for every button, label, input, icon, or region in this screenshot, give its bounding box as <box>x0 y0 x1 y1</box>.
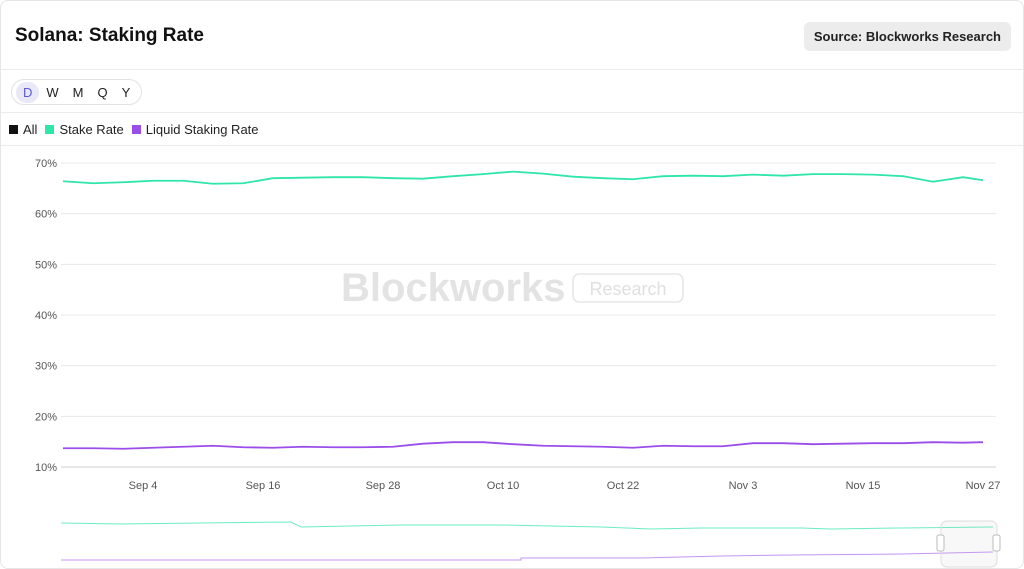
header: Solana: Staking Rate Source: Blockworks … <box>1 1 1023 70</box>
y-tick-label: 20% <box>35 411 57 423</box>
x-tick-label: Oct 10 <box>487 480 519 492</box>
legend-swatch <box>131 125 141 134</box>
period-selector: D W M Q Y <box>11 79 143 105</box>
x-tick-label: Sep 4 <box>129 480 158 492</box>
legend-all[interactable]: All <box>9 122 37 137</box>
legend-label: All <box>23 122 38 137</box>
divider <box>1 112 1023 113</box>
period-d[interactable]: D <box>16 81 40 103</box>
legend-label: Stake Rate <box>59 122 124 137</box>
y-tick-label: 70% <box>35 158 57 170</box>
period-q[interactable]: Q <box>97 84 108 100</box>
navigator-liquid-line <box>61 551 994 561</box>
y-tick-label: 50% <box>35 259 57 271</box>
navigator-handle-right[interactable] <box>992 534 1001 552</box>
y-tick-label: 30% <box>35 361 57 373</box>
series-line-stake-rate <box>62 170 984 185</box>
series-line-liquid-staking-rate <box>63 441 984 450</box>
navigator-window <box>940 520 998 568</box>
y-tick-label: 40% <box>35 310 57 322</box>
x-tick-label: Nov 3 <box>729 480 758 492</box>
period-m[interactable]: M <box>72 84 84 100</box>
divider <box>1 145 1023 146</box>
period-y[interactable]: Y <box>121 84 131 100</box>
y-tick-label: 60% <box>35 209 57 221</box>
legend: All Stake Rate Liquid Staking Rate <box>9 122 259 137</box>
navigator-handle-left[interactable] <box>936 534 945 552</box>
source-badge: Source: Blockworks Research <box>803 22 1011 51</box>
watermark-tag: Research <box>589 279 666 299</box>
x-tick-label: Nov 15 <box>846 480 881 492</box>
watermark: Blockworks Research <box>341 266 684 310</box>
navigator[interactable] <box>60 520 1001 568</box>
x-tick-label: Sep 16 <box>246 480 281 492</box>
watermark-brand: Blockworks <box>341 266 566 310</box>
legend-swatch <box>45 125 55 134</box>
y-tick-label: 10% <box>35 462 57 474</box>
x-tick-label: Oct 22 <box>607 480 639 492</box>
period-w[interactable]: W <box>46 84 59 100</box>
legend-liquid-staking-rate[interactable]: Liquid Staking Rate <box>131 122 259 137</box>
legend-label: Liquid Staking Rate <box>145 122 259 137</box>
legend-stake-rate[interactable]: Stake Rate <box>45 122 124 137</box>
navigator-stake-line <box>60 521 994 530</box>
legend-swatch <box>9 125 18 134</box>
x-tick-label: Nov 27 <box>966 480 1001 492</box>
page-title: Solana: Staking Rate <box>15 25 204 46</box>
x-tick-label: Sep 28 <box>366 480 401 492</box>
